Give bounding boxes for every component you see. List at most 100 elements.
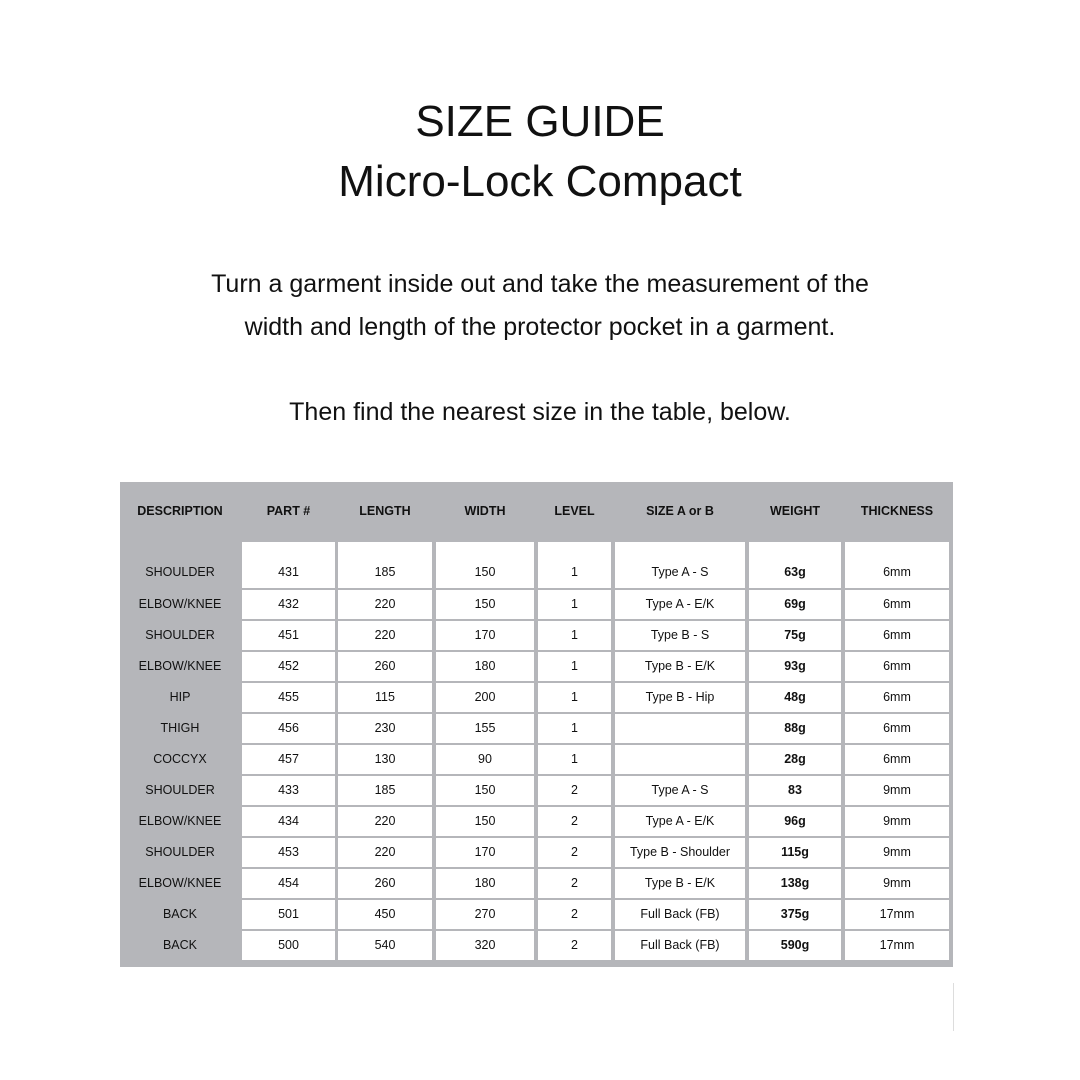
cell-length: 115 <box>338 683 432 712</box>
cell-weight: 138g <box>749 869 841 898</box>
header-weight: WEIGHT <box>770 504 820 518</box>
cell-description: BACK <box>162 907 198 921</box>
cell-weight: 83 <box>749 776 841 805</box>
cell-weight: 75g <box>749 621 841 650</box>
cell-description: ELBOW/KNEE <box>138 814 222 828</box>
cell-part: 453 <box>242 838 335 867</box>
cell-width: 320 <box>436 931 534 960</box>
cell-width: 170 <box>436 838 534 867</box>
cell-thickness: 6mm <box>845 714 949 743</box>
cell-size: Type A - E/K <box>615 807 745 836</box>
cell-level: 2 <box>538 869 611 898</box>
cell-thickness: 6mm <box>845 542 949 588</box>
cell-weight: 590g <box>749 931 841 960</box>
cell-part: 433 <box>242 776 335 805</box>
cell-description: SHOULDER <box>145 783 215 797</box>
header-length: LENGTH <box>359 504 411 518</box>
cell-length: 130 <box>338 745 432 774</box>
cell-width: 150 <box>436 590 534 619</box>
cell-weight: 69g <box>749 590 841 619</box>
cell-length: 230 <box>338 714 432 743</box>
cell-part: 457 <box>242 745 335 774</box>
cell-weight: 93g <box>749 652 841 681</box>
cell-description: THIGH <box>160 721 200 735</box>
cell-length: 540 <box>338 931 432 960</box>
cell-description: SHOULDER <box>145 845 215 859</box>
cell-thickness: 6mm <box>845 590 949 619</box>
cell-level: 2 <box>538 900 611 929</box>
cell-part: 432 <box>242 590 335 619</box>
cell-length: 450 <box>338 900 432 929</box>
cell-size: Full Back (FB) <box>615 931 745 960</box>
cell-weight: 63g <box>749 542 841 588</box>
cell-description: SHOULDER <box>145 565 215 579</box>
cell-thickness: 6mm <box>845 683 949 712</box>
cell-part: 455 <box>242 683 335 712</box>
divider <box>953 983 954 1031</box>
cell-width: 180 <box>436 869 534 898</box>
cell-size: Type B - Shoulder <box>615 838 745 867</box>
cell-part: 500 <box>242 931 335 960</box>
cell-level: 2 <box>538 931 611 960</box>
cell-length: 220 <box>338 807 432 836</box>
cell-size: Full Back (FB) <box>615 900 745 929</box>
cell-part: 452 <box>242 652 335 681</box>
cell-part: 456 <box>242 714 335 743</box>
cell-size: Type B - E/K <box>615 869 745 898</box>
cell-thickness: 6mm <box>845 652 949 681</box>
cell-width: 150 <box>436 542 534 588</box>
cell-thickness: 9mm <box>845 869 949 898</box>
cell-width: 270 <box>436 900 534 929</box>
cell-thickness: 9mm <box>845 807 949 836</box>
cell-weight: 96g <box>749 807 841 836</box>
cell-width: 170 <box>436 621 534 650</box>
cell-weight: 48g <box>749 683 841 712</box>
cell-thickness: 17mm <box>845 900 949 929</box>
cell-part: 501 <box>242 900 335 929</box>
cell-thickness: 9mm <box>845 838 949 867</box>
cell-part: 431 <box>242 542 335 588</box>
cell-part: 454 <box>242 869 335 898</box>
cell-thickness: 17mm <box>845 931 949 960</box>
cell-weight: 28g <box>749 745 841 774</box>
cell-size <box>615 714 745 743</box>
cell-width: 150 <box>436 807 534 836</box>
cell-thickness: 6mm <box>845 621 949 650</box>
cell-level: 2 <box>538 776 611 805</box>
cell-weight: 88g <box>749 714 841 743</box>
cell-length: 220 <box>338 621 432 650</box>
cell-part: 434 <box>242 807 335 836</box>
cell-thickness: 6mm <box>845 745 949 774</box>
cell-length: 260 <box>338 869 432 898</box>
cell-size: Type B - S <box>615 621 745 650</box>
cell-length: 220 <box>338 838 432 867</box>
header-part: PART # <box>266 504 311 518</box>
cell-size: Type A - S <box>615 776 745 805</box>
cell-weight: 375g <box>749 900 841 929</box>
cell-level: 1 <box>538 542 611 588</box>
cell-size: Type B - Hip <box>615 683 745 712</box>
cell-level: 1 <box>538 714 611 743</box>
cell-weight: 115g <box>749 838 841 867</box>
cell-level: 1 <box>538 621 611 650</box>
cell-size: Type A - S <box>615 542 745 588</box>
cell-description: ELBOW/KNEE <box>138 659 222 673</box>
cell-level: 1 <box>538 590 611 619</box>
cell-level: 2 <box>538 838 611 867</box>
cell-length: 185 <box>338 542 432 588</box>
cell-width: 200 <box>436 683 534 712</box>
cell-description: ELBOW/KNEE <box>138 876 222 890</box>
cell-size: Type B - E/K <box>615 652 745 681</box>
cell-description: ELBOW/KNEE <box>138 597 222 611</box>
cell-width: 150 <box>436 776 534 805</box>
header-size: SIZE A or B <box>646 504 714 518</box>
header-level: LEVEL <box>554 504 595 518</box>
cell-size <box>615 745 745 774</box>
header-width: WIDTH <box>464 504 506 518</box>
cell-part: 451 <box>242 621 335 650</box>
instruction-note: Then find the nearest size in the table,… <box>289 398 791 426</box>
cell-level: 2 <box>538 807 611 836</box>
cell-thickness: 9mm <box>845 776 949 805</box>
cell-size: Type A - E/K <box>615 590 745 619</box>
cell-description: HIP <box>169 690 191 704</box>
